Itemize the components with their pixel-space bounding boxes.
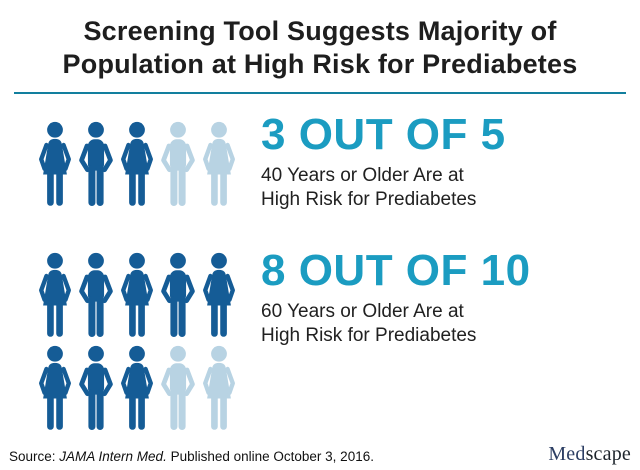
person-female-dark-icon (39, 121, 71, 206)
pictogram-row (36, 251, 238, 339)
source-journal: JAMA Intern Med. (59, 449, 167, 464)
person-female-light-icon (203, 121, 235, 206)
person-female-dark-icon (203, 252, 235, 337)
pictogram-row (36, 120, 238, 208)
title-line-2: Population at High Risk for Prediabetes (62, 49, 578, 79)
stat-headline: 8 OUT OF 10 (261, 246, 531, 295)
stat-description: 60 Years or Older Are at High Risk for P… (261, 300, 631, 348)
source-date: Published online October 3, 2016. (166, 449, 374, 464)
stat-description-line-2: High Risk for Prediabetes (261, 189, 477, 210)
stat-block-40plus: 3 OUT OF 5 40 Years or Older Are at High… (261, 110, 631, 212)
person-female-light-icon (203, 345, 235, 430)
person-male-light-icon (161, 345, 195, 430)
pictogram-row (36, 344, 238, 432)
person-male-light-icon (161, 121, 195, 206)
person-male-dark-icon (79, 345, 113, 430)
stat-description-line-1: 60 Years or Older Are at (261, 301, 464, 322)
medscape-logo-med: Med (548, 443, 586, 465)
person-female-dark-icon (39, 345, 71, 430)
stat-headline: 3 OUT OF 5 (261, 110, 506, 159)
source-label: Source: (9, 449, 60, 464)
page-title: Screening Tool Suggests Majority of Popu… (0, 15, 640, 81)
person-female-dark-icon (121, 345, 153, 430)
person-male-dark-icon (79, 121, 113, 206)
person-female-dark-icon (121, 252, 153, 337)
title-divider (14, 92, 626, 94)
stat-description: 40 Years or Older Are at High Risk for P… (261, 164, 631, 212)
stat-block-60plus: 8 OUT OF 10 60 Years or Older Are at Hig… (261, 246, 631, 348)
person-male-dark-icon (161, 252, 195, 337)
person-male-dark-icon (79, 252, 113, 337)
person-female-dark-icon (39, 252, 71, 337)
stat-description-line-1: 40 Years or Older Are at (261, 165, 464, 186)
stat-description-line-2: High Risk for Prediabetes (261, 325, 477, 346)
medscape-logo-scape: scape (585, 443, 631, 465)
title-line-1: Screening Tool Suggests Majority of (83, 16, 557, 46)
medscape-logo: Medscape (548, 443, 631, 466)
person-female-dark-icon (121, 121, 153, 206)
source-citation: Source: JAMA Intern Med. Published onlin… (9, 449, 374, 464)
